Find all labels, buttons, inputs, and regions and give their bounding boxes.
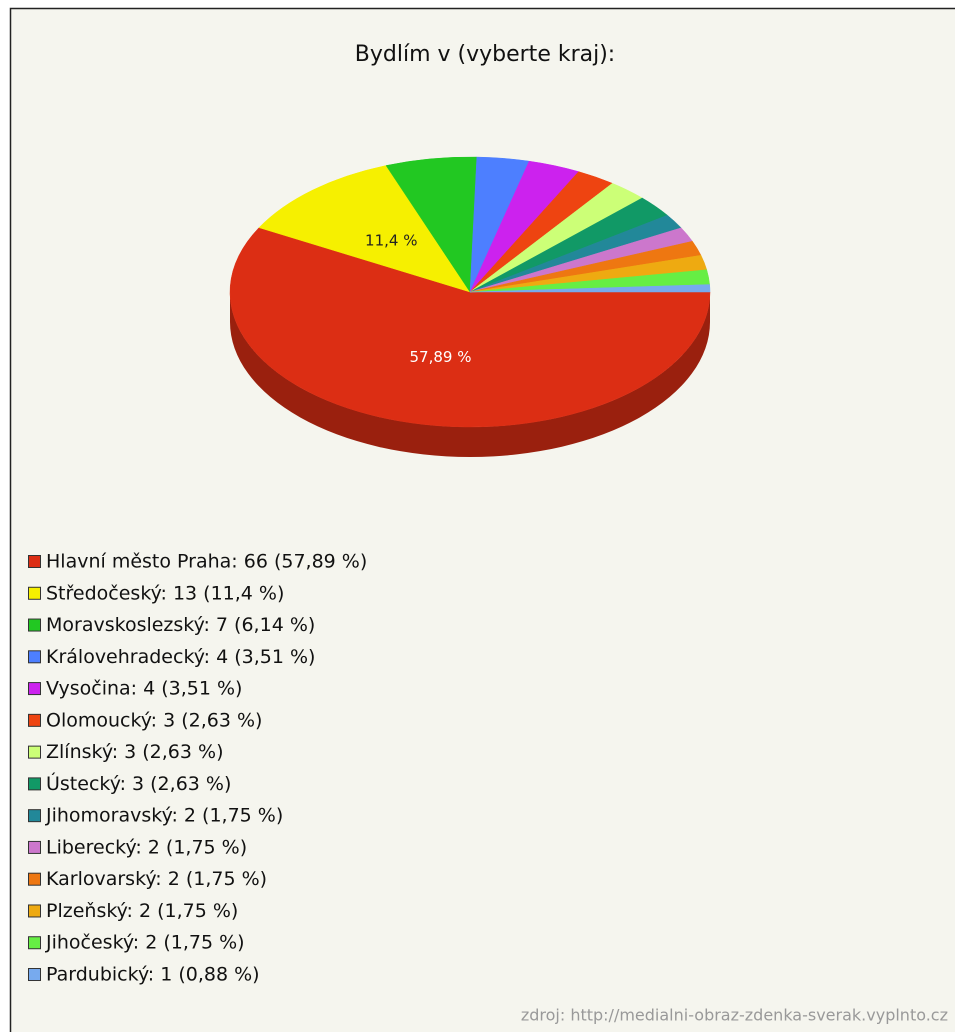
legend-label: Plzeňský: 2 (1,75 %) — [46, 900, 238, 922]
legend-label: Hlavní město Praha: 66 (57,89 %) — [46, 551, 367, 573]
slice — [258, 165, 471, 293]
slice-side — [230, 292, 710, 457]
legend-label: Jihomoravský: 2 (1,75 %) — [45, 805, 283, 827]
legend-swatch — [28, 555, 41, 568]
legend-swatch — [28, 872, 41, 886]
legend-label: Olomoucký: 3 (2,63 %) — [46, 709, 262, 731]
legend-label: Pardubický: 1 (0,88 %) — [46, 964, 260, 986]
legend-swatch — [28, 968, 41, 982]
legend-label: Moravskoslezský: 7 (6,14 %) — [46, 614, 315, 636]
legend-swatch — [28, 682, 41, 696]
legend-swatch — [28, 650, 41, 664]
legend-swatch — [28, 936, 41, 950]
legend-swatch — [28, 840, 41, 854]
legend-swatch — [28, 713, 41, 727]
slice-label: 11,4 % — [365, 232, 417, 250]
legend-swatch — [28, 618, 41, 632]
legend-label: Zlínský: 3 (2,63 %) — [46, 741, 224, 763]
slice-label: 57,89 % — [410, 348, 472, 366]
legend-swatch — [28, 777, 41, 791]
legend-swatch — [28, 586, 41, 600]
chart-title: Bydlím v (vyberte kraj): — [355, 42, 615, 67]
legend-label: Karlovarský: 2 (1,75 %) — [46, 868, 267, 890]
legend-swatch — [28, 809, 41, 823]
legend-label: Středočeský: 13 (11,4 %) — [46, 582, 284, 604]
legend-label: Královehradecký: 4 (3,51 %) — [46, 646, 315, 668]
legend-swatch — [28, 745, 41, 759]
legend-label: Ústecký: 3 (2,63 %) — [46, 771, 231, 795]
legend-label: Vysočina: 4 (3,51 %) — [46, 678, 242, 700]
legend-label: Jihočeský: 2 (1,75 %) — [45, 932, 245, 954]
legend-label: Liberecký: 2 (1,75 %) — [46, 836, 247, 858]
slice — [469, 284, 711, 293]
legend-swatch — [28, 904, 41, 918]
source-note: zdroj: http://medialni-obraz-zdenka-sver… — [521, 1006, 948, 1025]
slice — [229, 227, 711, 428]
